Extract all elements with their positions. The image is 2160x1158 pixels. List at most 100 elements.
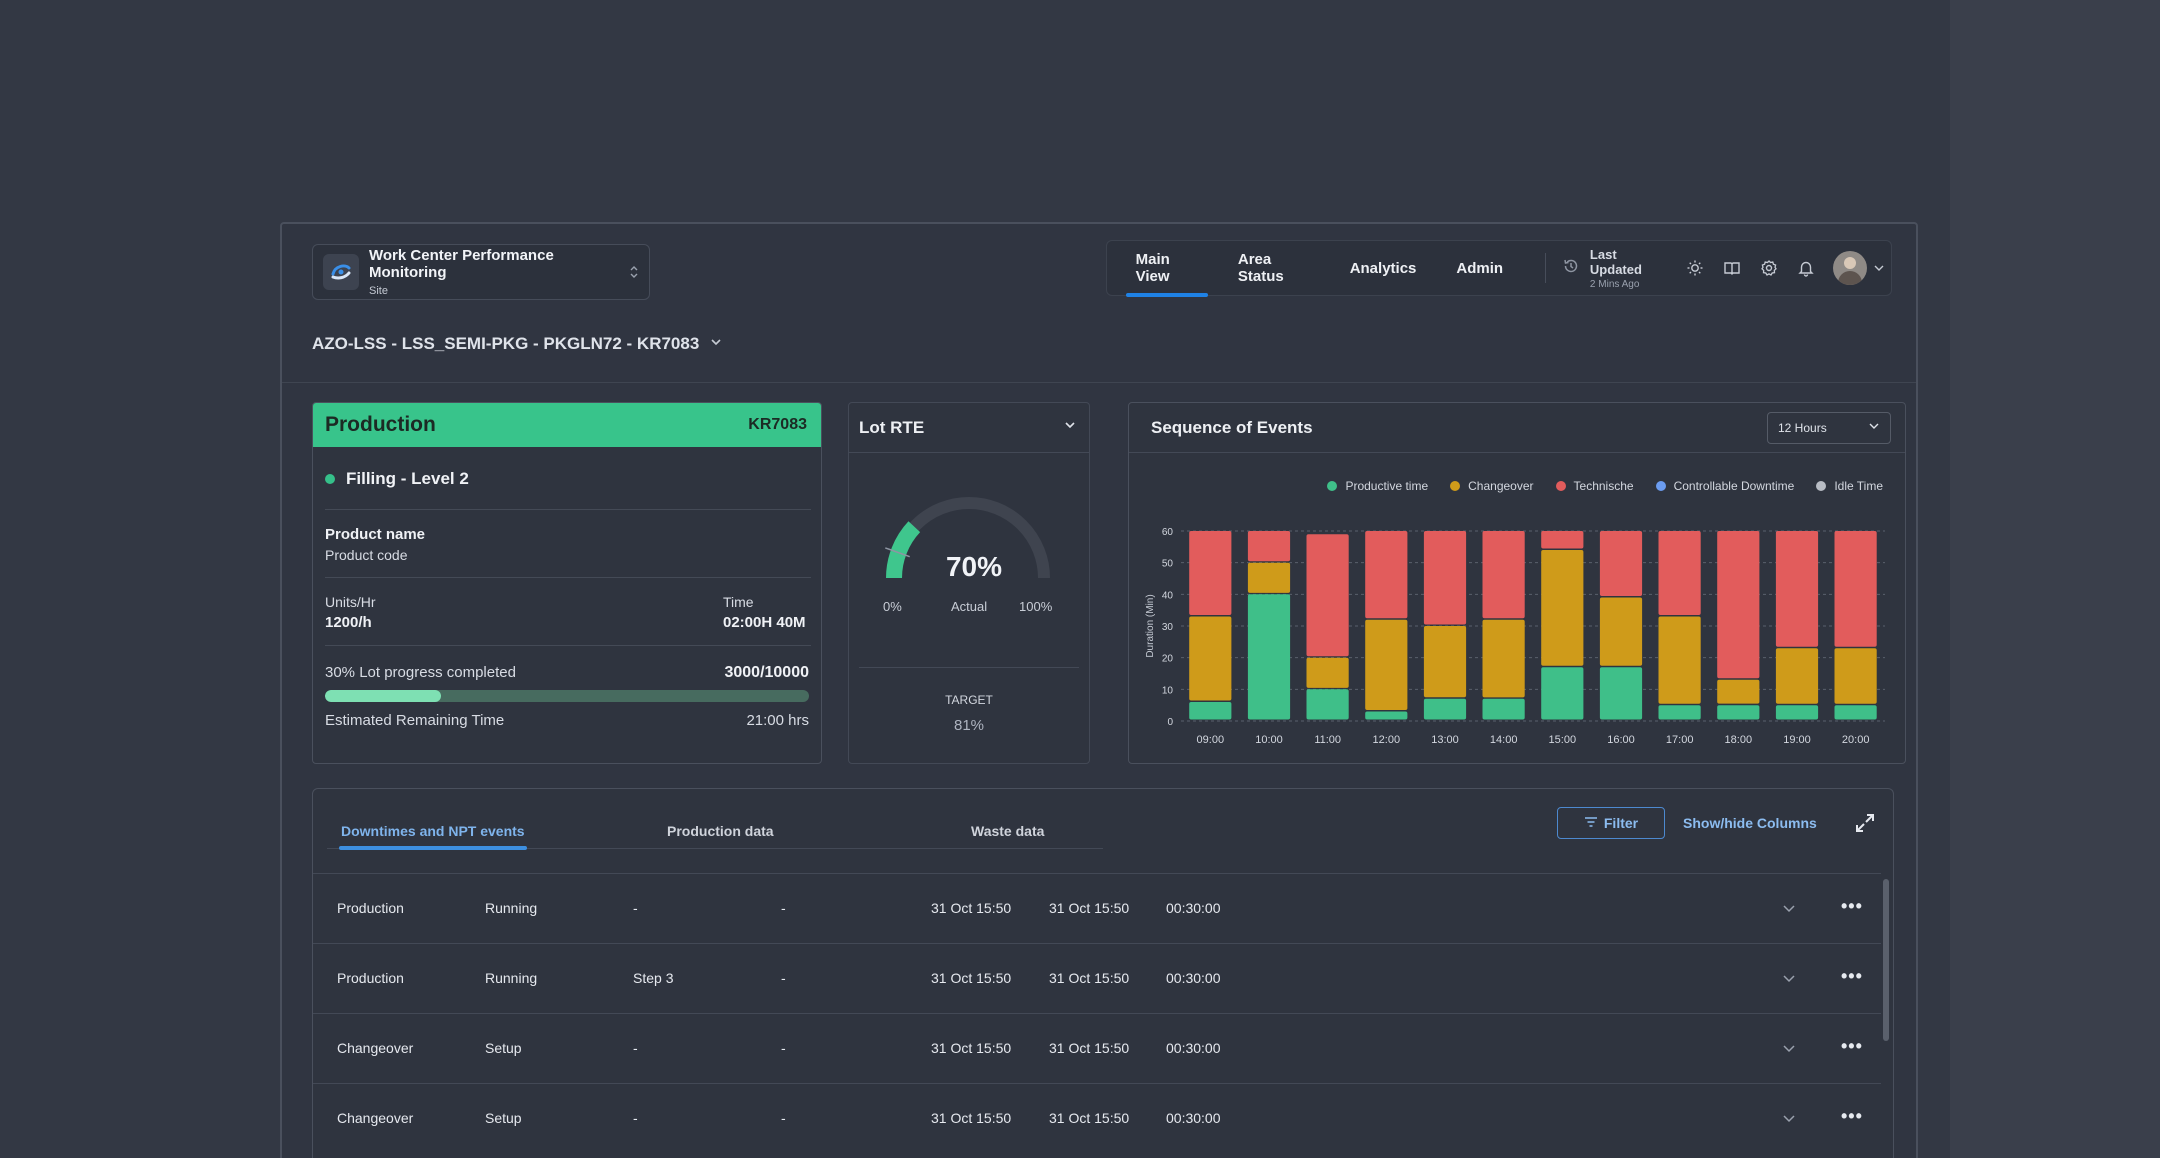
table-row[interactable]: Production Running - - 31 Oct 15:50 31 Oct 15…	[313, 873, 1881, 943]
bar-segment-productive-time	[1482, 698, 1525, 720]
time-label: Time	[723, 594, 754, 610]
x-tick-label: 16:00	[1607, 734, 1635, 746]
legend-item[interactable]: Productive time	[1327, 479, 1428, 493]
tab-downtimes[interactable]: Downtimes and NPT events	[339, 813, 527, 850]
table-cell: 00:30:00	[1166, 1110, 1221, 1126]
bar-segment-changeover	[1541, 550, 1584, 666]
x-tick-label: 10:00	[1255, 734, 1283, 746]
chevron-down-icon[interactable]	[1867, 253, 1891, 283]
bar-segment-technische	[1717, 531, 1760, 679]
legend-item[interactable]: Technische	[1555, 479, 1634, 493]
y-tick-label: 40	[1162, 590, 1174, 601]
gauge-actual-label: Actual	[951, 599, 988, 614]
bell-icon[interactable]	[1788, 253, 1825, 283]
chevron-down-icon[interactable]	[1063, 418, 1077, 437]
bar-segment-technische	[1189, 531, 1232, 615]
more-options-icon[interactable]: •••	[1841, 966, 1863, 986]
work-center-code: KR7083	[748, 416, 807, 433]
bar-segment-changeover	[1306, 657, 1349, 688]
tab-analytics[interactable]: Analytics	[1349, 259, 1417, 277]
legend-item[interactable]: Changeover	[1450, 479, 1534, 493]
y-tick-label: 50	[1162, 559, 1174, 570]
tab-main-view[interactable]: Main View	[1116, 240, 1218, 297]
breadcrumb-text: AZO-LSS - LSS_SEMI-PKG - PKGLN72 - KR708…	[312, 334, 700, 353]
app-subtitle: Site	[369, 285, 388, 297]
lot-progress-fill	[325, 690, 442, 702]
table-row[interactable]: Production Running Step 3 - 31 Oct 15:50 31 O…	[313, 943, 1881, 1013]
bar-segment-productive-time	[1541, 667, 1584, 720]
chevron-down-icon[interactable]	[1781, 900, 1797, 919]
bar-segment-productive-time	[1247, 594, 1291, 720]
legend-dot-icon	[1450, 481, 1461, 491]
avatar[interactable]	[1832, 251, 1867, 285]
table-cell: Setup	[485, 1040, 522, 1056]
table-cell: -	[781, 1040, 786, 1056]
sequence-title: Sequence of Events	[1151, 417, 1313, 437]
table-row[interactable]: Changeover Setup - - 31 Oct 15:50 31 Oct 15:5…	[313, 1083, 1881, 1153]
progress-text: 30% Lot progress completed	[325, 664, 516, 681]
x-tick-label: 13:00	[1431, 734, 1459, 746]
table-row[interactable]: Changeover Setup - - 31 Oct 15:50 31 Oct 15:5…	[313, 1013, 1881, 1083]
more-options-icon[interactable]: •••	[1841, 1036, 1863, 1056]
x-tick-label: 09:00	[1197, 734, 1225, 746]
bar-segment-changeover	[1423, 626, 1467, 698]
bar-segment-technische	[1306, 534, 1349, 657]
target-value: 81%	[953, 717, 985, 734]
divider	[325, 577, 811, 578]
bar-segment-changeover	[1247, 562, 1291, 593]
chevron-down-icon[interactable]	[1781, 970, 1797, 989]
bar-segment-changeover	[1189, 616, 1232, 701]
table-cell: Step 3	[633, 970, 674, 986]
bar-segment-changeover	[1365, 619, 1408, 710]
progress-count: 3000/10000	[724, 664, 809, 681]
x-tick-label: 17:00	[1666, 734, 1694, 746]
tab-admin[interactable]: Admin	[1456, 259, 1504, 277]
table-cell: 00:30:00	[1166, 1040, 1221, 1056]
time-range-select[interactable]: 12 Hours	[1767, 411, 1891, 444]
more-options-icon[interactable]: •••	[1841, 896, 1863, 916]
y-tick-label: 10	[1162, 685, 1174, 696]
legend-item[interactable]: Idle Time	[1816, 479, 1883, 493]
status-dot-icon	[325, 474, 335, 484]
more-options-icon[interactable]: •••	[1841, 1106, 1863, 1126]
legend-dot-icon	[1327, 481, 1338, 491]
tab-area-status[interactable]: Area Status	[1237, 251, 1284, 285]
chevron-down-icon[interactable]	[1781, 1040, 1797, 1059]
bar-segment-technische	[1423, 531, 1467, 625]
table-cell: 31 Oct 15:50	[1049, 970, 1130, 986]
legend-dot-icon	[1816, 481, 1827, 491]
app-window: Work Center Performance Monitoring Site …	[280, 222, 1918, 1158]
time-range-value: 12 Hours	[1778, 420, 1827, 435]
history-icon	[1562, 257, 1580, 280]
table-cell: Changeover	[337, 1040, 414, 1056]
legend-item[interactable]: Controllable Downtime	[1655, 479, 1795, 493]
expand-icon[interactable]	[1851, 809, 1879, 837]
top-navigation: Main View Area Status Analytics Admin La…	[1106, 240, 1892, 297]
rte-value: 70%	[945, 551, 1003, 582]
app-selector[interactable]: Work Center Performance Monitoring Site	[312, 244, 650, 300]
bar-segment-technische	[1541, 531, 1584, 549]
chevron-down-icon[interactable]	[1781, 1110, 1797, 1129]
filter-button[interactable]: Filter	[1557, 807, 1665, 839]
table-scrollbar[interactable]	[1883, 879, 1889, 1041]
gauge-max-label: 100%	[1019, 599, 1053, 614]
bar-segment-productive-time	[1658, 705, 1701, 720]
tab-production-data[interactable]: Production data	[667, 823, 774, 839]
table-cell: Running	[485, 900, 538, 916]
bar-segment-technische	[1834, 531, 1877, 647]
time-value: 02:00H 40M	[723, 614, 806, 631]
legend-label: Controllable Downtime	[1673, 479, 1795, 493]
units-label: Units/Hr	[325, 594, 376, 610]
stacked-bar-chart: 0 10 20 30 40 50 60 Duration (Min) 09:00 10:00 11:…	[1145, 527, 1885, 746]
settings-icon[interactable]	[1751, 253, 1788, 283]
book-icon[interactable]	[1714, 253, 1751, 283]
sun-icon[interactable]	[1677, 253, 1714, 283]
table-cell: 31 Oct 15:50	[1049, 1040, 1130, 1056]
y-tick-label: 20	[1162, 654, 1174, 665]
y-tick-label: 30	[1162, 622, 1174, 633]
nav-divider	[1545, 253, 1546, 283]
show-hide-columns-button[interactable]: Show/hide Columns	[1683, 815, 1817, 831]
table-cell: 31 Oct 15:50	[931, 900, 1012, 916]
breadcrumb[interactable]: AZO-LSS - LSS_SEMI-PKG - PKGLN72 - KR708…	[312, 334, 723, 354]
tab-waste-data[interactable]: Waste data	[971, 823, 1045, 839]
